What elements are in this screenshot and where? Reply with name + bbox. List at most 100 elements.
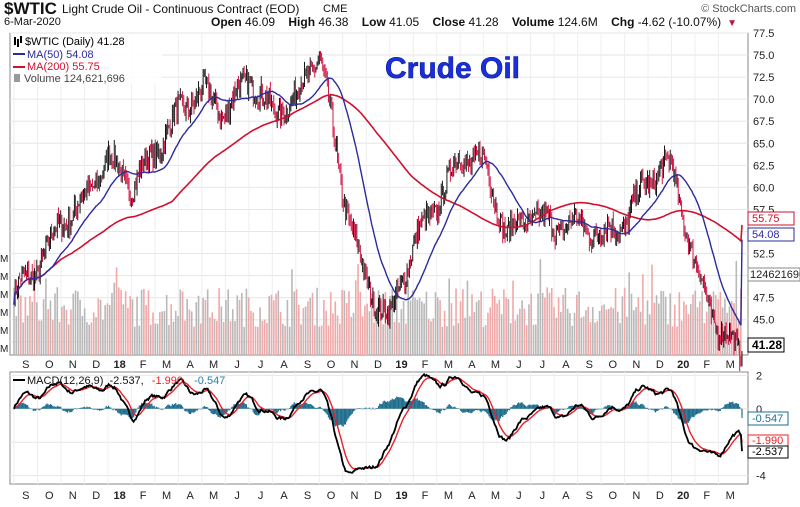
macd-histogram-bar bbox=[524, 405, 527, 409]
macd-histogram-bar bbox=[362, 408, 364, 409]
brand-label[interactable]: © StockCharts.com bbox=[701, 3, 796, 15]
macd-histogram-bar bbox=[135, 408, 137, 413]
volume-bar bbox=[352, 312, 355, 355]
volume-bar bbox=[138, 325, 141, 355]
macd-histogram-bar bbox=[598, 408, 601, 410]
macd-histogram-bar bbox=[466, 408, 469, 413]
macd-histogram-bar bbox=[33, 408, 36, 411]
macd-histogram-bar bbox=[47, 404, 49, 409]
open-label: Open bbox=[211, 15, 242, 29]
macd-histogram-bar bbox=[340, 408, 342, 425]
macd-histogram-bar bbox=[171, 403, 173, 409]
volume-bar bbox=[58, 321, 61, 355]
macd-histogram-bar bbox=[647, 408, 650, 410]
macd-histogram-bar bbox=[382, 401, 384, 409]
macd-histogram-bar bbox=[637, 404, 639, 409]
macd-histogram-bar bbox=[227, 408, 229, 411]
macd-histogram-bar bbox=[646, 407, 649, 409]
macd-histogram-bar bbox=[93, 408, 95, 410]
macd-histogram-bar bbox=[333, 408, 335, 426]
volume-bar bbox=[448, 278, 451, 355]
volume-bar bbox=[569, 313, 571, 355]
macd-histogram-bar bbox=[44, 405, 46, 409]
macd-histogram-bar bbox=[568, 406, 570, 409]
macd-histogram-bar bbox=[242, 402, 244, 409]
macd-axis: 20-2-4 bbox=[756, 370, 766, 482]
volume-bar bbox=[343, 290, 346, 355]
macd-histogram-bar bbox=[635, 401, 637, 409]
macd-histogram-bar bbox=[593, 408, 595, 413]
macd-histogram-bar bbox=[502, 408, 504, 417]
macd-histogram-bar bbox=[323, 408, 325, 411]
volume-bar bbox=[295, 289, 298, 355]
macd-histogram-bar bbox=[688, 408, 691, 421]
volume-bar bbox=[234, 321, 236, 355]
macd-histogram-bar bbox=[703, 408, 706, 411]
macd-histogram-bar bbox=[302, 404, 304, 409]
volume-bar bbox=[15, 315, 18, 355]
volume-bar bbox=[97, 298, 100, 355]
volume-bar bbox=[612, 308, 615, 355]
macd-histogram-bar bbox=[506, 408, 508, 412]
macd-histogram-bar bbox=[317, 407, 319, 409]
volume-bar bbox=[464, 317, 466, 355]
macd-histogram-bar bbox=[395, 398, 397, 409]
macd-histogram-bar bbox=[433, 408, 435, 411]
volume-bar bbox=[703, 322, 706, 355]
volume-bar bbox=[323, 300, 325, 355]
volume-bar bbox=[31, 301, 34, 355]
macd-histogram-bar bbox=[179, 404, 181, 409]
macd-histogram-bar bbox=[151, 403, 153, 409]
exchange-label: CME bbox=[323, 3, 348, 15]
macd-histogram-bar bbox=[592, 408, 594, 414]
macd-histogram-bar bbox=[396, 396, 398, 409]
volume-bar bbox=[507, 298, 510, 355]
macd-histogram-bar bbox=[401, 397, 404, 409]
volume-bar bbox=[576, 295, 578, 355]
macd-histogram-bar bbox=[307, 404, 309, 409]
x-axis-label: N bbox=[351, 490, 359, 502]
macd-histogram-bar bbox=[63, 408, 65, 411]
macd-histogram-bar bbox=[143, 403, 145, 409]
macd-histogram-bar bbox=[535, 404, 537, 409]
macd-histogram-bar bbox=[346, 408, 348, 422]
macd-histogram-bar bbox=[196, 408, 199, 411]
volume-bar bbox=[587, 306, 589, 355]
macd-histogram-bar bbox=[332, 408, 334, 423]
macd-histogram-bar bbox=[62, 408, 64, 411]
symbol-label: $WTIC bbox=[4, 0, 57, 18]
macd-histogram-bar bbox=[421, 401, 423, 409]
volume-bar bbox=[65, 309, 68, 355]
macd-histogram-bar bbox=[231, 407, 233, 409]
volume-bar bbox=[220, 306, 223, 355]
macd-histogram-bar bbox=[267, 408, 269, 411]
volume-bar bbox=[466, 280, 469, 355]
volume-tag: 124621696 bbox=[747, 267, 800, 282]
volume-bar bbox=[642, 274, 644, 355]
macd-histogram-bar bbox=[155, 406, 158, 409]
macd-histogram-bar bbox=[420, 401, 422, 409]
macd-histogram-bar bbox=[687, 408, 690, 423]
macd-histogram-bar bbox=[120, 408, 122, 416]
macd-histogram-bar bbox=[316, 407, 318, 409]
volume-bar bbox=[400, 309, 403, 355]
volume-bar bbox=[118, 287, 120, 355]
volume-bar bbox=[45, 278, 47, 355]
x-axis-label: M bbox=[726, 490, 735, 502]
volume-bar bbox=[603, 304, 605, 355]
macd-histogram-bar bbox=[583, 408, 585, 410]
svg-text:-2.537: -2.537 bbox=[752, 446, 783, 458]
volume-bar bbox=[300, 324, 302, 355]
macd-histogram-bar bbox=[58, 406, 61, 409]
macd-histogram-bar bbox=[347, 408, 349, 420]
x-axis-label: O bbox=[45, 359, 54, 371]
macd-histogram-bar bbox=[446, 406, 448, 409]
macd-histogram-bar bbox=[92, 408, 94, 410]
volume-bar bbox=[528, 304, 530, 355]
price-tick-label: 52.5 bbox=[753, 249, 774, 261]
x-axis-label: A bbox=[280, 359, 288, 371]
macd-histogram-bar bbox=[740, 408, 742, 410]
macd-histogram-bar bbox=[403, 398, 405, 409]
macd-histogram-bar bbox=[741, 408, 743, 418]
